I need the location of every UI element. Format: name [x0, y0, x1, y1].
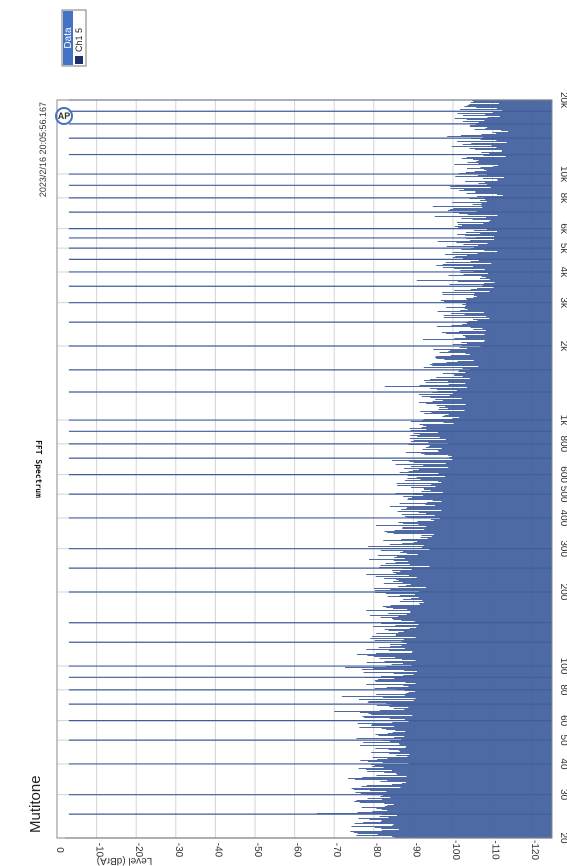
- level-tick-label: -20: [133, 843, 144, 858]
- legend-title: Data: [63, 27, 74, 49]
- freq-tick-label: 60: [558, 715, 567, 727]
- level-tick-label: -30: [173, 843, 184, 858]
- level-tick-label: -40: [212, 843, 223, 858]
- level-tick-label: -80: [371, 843, 382, 858]
- legend: Data Ch1 5: [61, 9, 87, 67]
- brand-logo-text: Mutitone: [27, 775, 44, 833]
- level-tick-label: 0: [54, 847, 65, 853]
- freq-tick-label: 400: [558, 510, 567, 527]
- freq-tick-label: 600: [558, 466, 567, 483]
- level-tick-label: -90: [410, 843, 421, 858]
- freq-tick-label: 200: [558, 584, 567, 601]
- level-tick-label: -120: [529, 840, 540, 860]
- plot-area: [64, 99, 552, 839]
- freq-tick-label: 800: [558, 436, 567, 453]
- freq-tick-label: 20: [558, 832, 567, 844]
- freq-tick-label: 100: [558, 658, 567, 675]
- level-tick-label: -100: [450, 840, 461, 860]
- freq-tick-label: 500: [558, 486, 567, 503]
- chart-title: FFT Spectrum: [34, 440, 43, 498]
- level-tick-label: -60: [292, 843, 303, 858]
- freq-tick-label: 40: [558, 758, 567, 770]
- freq-tick-label: 4k: [558, 267, 567, 279]
- freq-tick-label: 20k: [558, 92, 567, 109]
- freq-tick-label: 5k: [558, 243, 567, 255]
- legend-swatch[interactable]: [75, 56, 83, 64]
- legend-header: [63, 11, 73, 65]
- freq-tick-label: 30: [558, 789, 567, 801]
- plot-frame: [56, 99, 553, 839]
- svg-text:AP: AP: [58, 111, 71, 121]
- freq-tick-label: 1k: [558, 415, 567, 427]
- freq-tick-label: 6k: [558, 223, 567, 235]
- ap-logo-icon: AP: [55, 107, 73, 125]
- level-tick-label: -10: [94, 843, 105, 858]
- freq-tick-label: 3k: [558, 297, 567, 309]
- axis-ticks: 0 -10 -20 -30 -40 -50 -60 -70 -80 -90 -100 -110 -120…: [54, 92, 567, 861]
- freq-tick-label: 8k: [558, 193, 567, 205]
- timestamp-label: 2023/2/16 20:05:56.167: [38, 102, 48, 197]
- level-tick-label: -70: [331, 843, 342, 858]
- freq-tick-label: 80: [558, 684, 567, 696]
- level-tick-label: -50: [252, 843, 263, 858]
- freq-tick-label: 50: [558, 735, 567, 747]
- level-tick-label: -110: [490, 840, 501, 860]
- noise-floor-series: [316, 100, 552, 838]
- freq-tick-label: 10k: [558, 166, 567, 183]
- legend-item-label: Ch1 5: [74, 28, 84, 52]
- freq-tick-label: 300: [558, 540, 567, 557]
- freq-tick-label: 2k: [558, 341, 567, 353]
- y-axis-title: Level (dBrA): [97, 855, 153, 866]
